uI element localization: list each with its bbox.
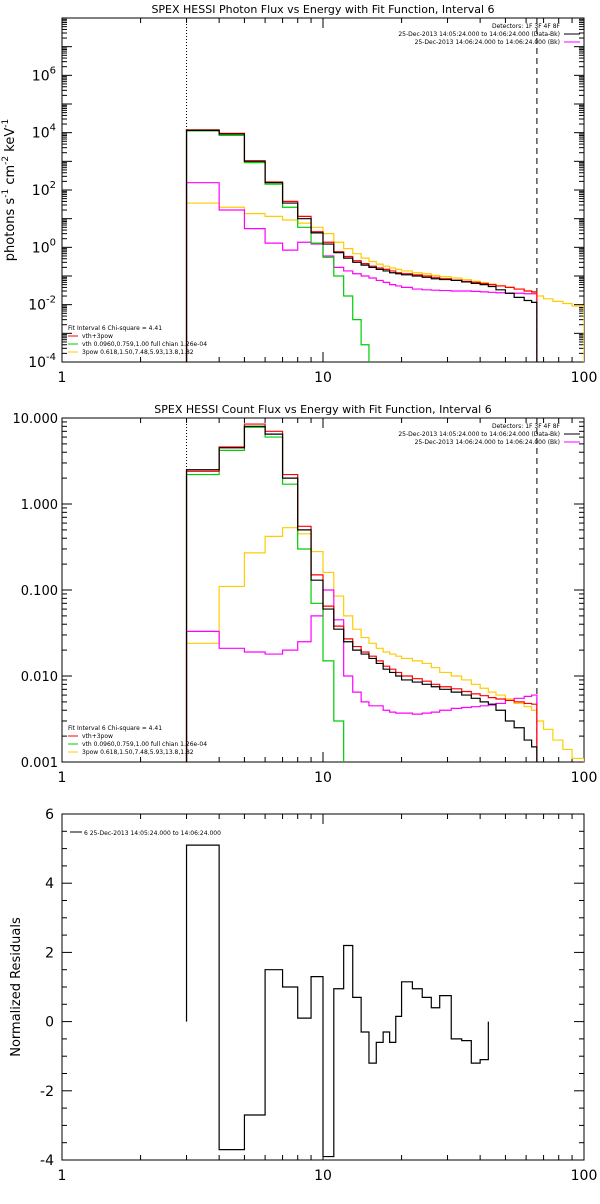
series-total-line xyxy=(185,425,538,762)
legend-bottom-entry: Fit Interval 6 Chi-square = 4.41 xyxy=(68,325,162,332)
legend-bottom-entry: 3pow 0.618,1.50,7.48,5.93,13.8,1.82 xyxy=(82,749,194,756)
x-tick-label: 10 xyxy=(314,370,332,386)
y-tick-label: 102 xyxy=(32,180,56,199)
y-tick-label: 10-2 xyxy=(28,295,56,314)
x-tick-label: 1 xyxy=(58,370,67,386)
legend-top-entry: 25-Dec-2013 14:05:24.000 to 14:06:24.000… xyxy=(398,431,560,438)
x-tick-label: 10 xyxy=(314,770,332,786)
series-bpow-line xyxy=(185,589,538,762)
x-tick-label: 100 xyxy=(571,1168,598,1184)
chart-panel-1: SPEX HESSI Photon Flux vs Energy with Fi… xyxy=(1,3,597,386)
legend-bottom-entry: vth+3pow xyxy=(82,333,113,340)
x-tick-label: 100 xyxy=(571,370,598,386)
legend-bottom-entry: vth+3pow xyxy=(82,733,113,740)
y-tick-label: 10.000 xyxy=(13,412,59,427)
plot-frame xyxy=(61,17,585,363)
y-tick-label: 0.100 xyxy=(21,584,58,599)
y-tick-label: 106 xyxy=(32,65,56,84)
y-tick-label: -4 xyxy=(40,1153,54,1169)
y-tick-label: 100 xyxy=(32,237,56,256)
y-axis-label: photons s-1 cm-2 keV-1 xyxy=(1,119,18,261)
chart-title: SPEX HESSI Count Flux vs Energy with Fit… xyxy=(154,403,491,416)
data-layer xyxy=(185,844,489,1158)
series-vth-line xyxy=(185,426,345,762)
data-layer xyxy=(185,418,584,762)
x-tick-label: 10 xyxy=(314,1168,332,1184)
chart-panel-2: SPEX HESSI Count Flux vs Energy with Fit… xyxy=(13,403,598,786)
legend-top-entry: Detectors: 1F 3F 4F 8F xyxy=(492,23,561,30)
y-tick-label: 104 xyxy=(32,123,56,142)
y-tick-label: 0.010 xyxy=(21,670,58,685)
chart-panel-3: 1 10 100 -4 -2 0 2 4 6 Normalized Residuals 6 25-D… xyxy=(9,807,597,1184)
y-tick-label: 10-4 xyxy=(28,352,56,371)
series-total-line xyxy=(185,844,489,1158)
x-tick-label: 1 xyxy=(58,1168,67,1184)
legend-top-entry: 25-Dec-2013 14:06:24.000 to 14:06:24.000… xyxy=(415,439,560,446)
legend-bottom-entry: vth 0.0960,0.759,1.00 full chian 1.26e-0… xyxy=(82,741,207,748)
legend-bottom-entry: vth 0.0960,0.759,1.00 full chian 1.26e-0… xyxy=(82,341,207,348)
y-tick-label: 0 xyxy=(45,1015,54,1031)
legend-top-entry: Detectors: 1F 3F 4F 8F xyxy=(492,423,561,430)
series-sum-line xyxy=(185,423,538,762)
y-axis-label: Normalized Residuals xyxy=(9,917,24,1057)
y-tick-label: 6 xyxy=(45,807,54,823)
chart-title: SPEX HESSI Photon Flux vs Energy with Fi… xyxy=(151,3,494,16)
series-bpow_alt-line xyxy=(185,527,584,762)
y-tick-label: 1.000 xyxy=(21,498,58,513)
series-bpow-line xyxy=(185,182,538,362)
y-tick-label: 4 xyxy=(45,876,54,892)
y-tick-label: -2 xyxy=(40,1084,54,1100)
series-bpow_alt-line xyxy=(185,202,584,362)
legend-top-entry: 25-Dec-2013 14:05:24.000 to 14:06:24.000… xyxy=(398,31,560,38)
series-total-line xyxy=(185,129,538,362)
x-tick-label: 100 xyxy=(571,770,598,786)
legend-top-entry: 25-Dec-2013 14:06:24.000 to 14:06:24.000… xyxy=(415,39,560,46)
legend-bottom-entry: Fit Interval 6 Chi-square = 4.41 xyxy=(68,725,162,732)
data-layer xyxy=(185,18,584,362)
x-tick-label: 1 xyxy=(58,770,67,786)
y-tick-label: 0.001 xyxy=(21,756,58,771)
legend-top-entry: 6 25-Dec-2013 14:05:24.000 to 14:06:24.0… xyxy=(84,830,221,837)
legend-bottom-entry: 3pow 0.618,1.50,7.48,5.93,13.8,1.82 xyxy=(82,349,194,356)
y-tick-label: 2 xyxy=(45,945,54,961)
